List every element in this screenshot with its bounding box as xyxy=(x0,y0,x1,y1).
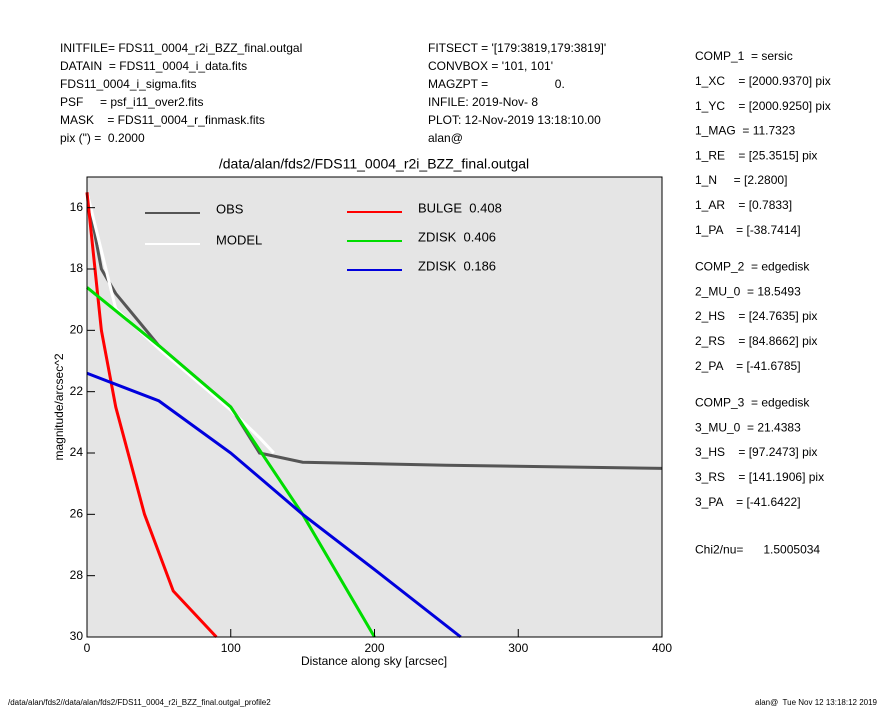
param-line: 3_PA = [-41.6422] xyxy=(695,495,801,509)
param-line: COMP_1 = sersic xyxy=(695,49,793,63)
legend-label: MODEL xyxy=(216,232,262,247)
y-tick-label: 18 xyxy=(70,261,84,275)
param-line: 1_XC = [2000.9370] pix xyxy=(695,74,831,88)
x-axis-label: Distance along sky [arcsec] xyxy=(301,654,447,668)
param-line: 1_MAG = 11.7323 xyxy=(695,124,796,138)
param-line: 1_PA = [-38.7414] xyxy=(695,223,801,237)
legend-label: ZDISK 0.186 xyxy=(418,258,496,273)
y-tick-label: 28 xyxy=(70,568,84,582)
series-line xyxy=(85,191,275,455)
legend-label: OBS xyxy=(216,201,244,216)
legend-label: ZDISK 0.406 xyxy=(418,229,496,244)
param-line: 3_MU_0 = 21.4383 xyxy=(695,420,801,434)
x-tick-label: 100 xyxy=(221,641,241,655)
header-line: PLOT: 12-Nov-2019 13:18:10.00 xyxy=(428,113,601,127)
x-tick-label: 200 xyxy=(364,641,384,655)
param-line: 1_AR = [0.7833] xyxy=(695,198,792,212)
x-tick-label: 0 xyxy=(84,641,91,655)
y-axis-label: magnitude/arcsec^2 xyxy=(52,353,66,460)
header-line: alan@ xyxy=(428,131,463,145)
header-line: CONVBOX = '101, 101' xyxy=(428,59,553,73)
footer-left: /data/alan/fds2//data/alan/fds2/FDS11_00… xyxy=(8,698,271,707)
param-line: 2_RS = [84.8662] pix xyxy=(695,334,817,348)
param-line: 2_MU_0 = 18.5493 xyxy=(695,284,801,298)
header-line: FITSECT = '[179:3819,179:3819]' xyxy=(428,41,606,55)
footer-right: alan@ Tue Nov 12 13:18:12 2019 xyxy=(755,698,878,707)
x-tick-label: 400 xyxy=(652,641,672,655)
y-tick-label: 20 xyxy=(70,323,84,337)
plot-area xyxy=(87,177,662,637)
series-line xyxy=(85,192,218,639)
series-line xyxy=(86,286,376,638)
y-tick-label: 24 xyxy=(70,445,84,459)
x-tick-label: 300 xyxy=(508,641,528,655)
param-line: Chi2/nu= 1.5005034 xyxy=(695,543,820,557)
header-line: MAGZPT = 0. xyxy=(428,77,565,91)
param-line: 2_PA = [-41.6785] xyxy=(695,359,801,373)
series-line xyxy=(86,371,462,639)
param-line: 1_YC = [2000.9250] pix xyxy=(695,99,831,113)
y-tick-label: 16 xyxy=(70,200,84,214)
param-line: 1_RE = [25.3515] pix xyxy=(695,148,817,162)
y-tick-label: 26 xyxy=(70,507,84,521)
param-line: COMP_2 = edgedisk xyxy=(695,260,810,274)
header-line: DATAIN = FDS11_0004_i_data.fits xyxy=(60,59,247,73)
header-line: INITFILE= FDS11_0004_r2i_BZZ_final.outga… xyxy=(60,41,302,55)
param-line: 3_RS = [141.1906] pix xyxy=(695,470,824,484)
param-line: COMP_3 = edgedisk xyxy=(695,396,810,410)
legend-label: BULGE 0.408 xyxy=(418,200,502,215)
header-line: MASK = FDS11_0004_r_finmask.fits xyxy=(60,113,265,127)
chart-title: /data/alan/fds2/FDS11_0004_r2i_BZZ_final… xyxy=(219,156,529,172)
header-line: INFILE: 2019-Nov- 8 xyxy=(428,95,538,109)
header-line: PSF = psf_i11_over2.fits xyxy=(60,95,204,109)
header-line: FDS11_0004_i_sigma.fits xyxy=(60,77,197,91)
param-line: 1_N = [2.2800] xyxy=(695,173,787,187)
param-line: 3_HS = [97.2473] pix xyxy=(695,445,817,459)
y-tick-label: 22 xyxy=(70,384,84,398)
header-line: pix (") = 0.2000 xyxy=(60,131,145,145)
y-tick-label: 30 xyxy=(70,629,84,643)
param-line: 2_HS = [24.7635] pix xyxy=(695,309,817,323)
